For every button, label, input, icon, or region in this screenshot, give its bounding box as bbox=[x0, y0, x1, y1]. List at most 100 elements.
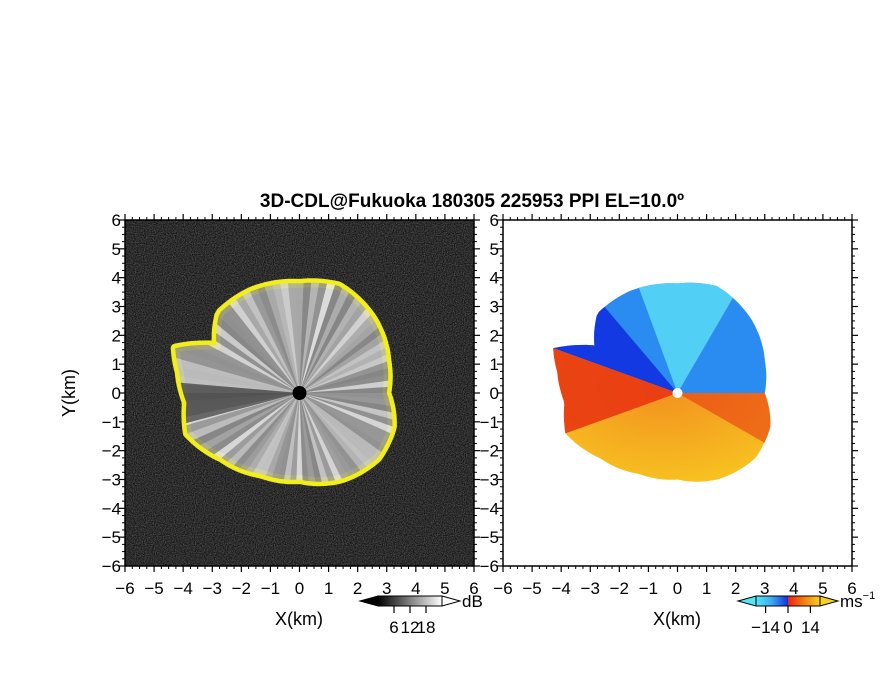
echo-ray bbox=[227, 393, 300, 466]
echo-ray bbox=[299, 393, 392, 413]
reflectivity-y-tick-label: 4 bbox=[112, 269, 121, 288]
velocity-colorbar-unit-exponent: −1 bbox=[863, 590, 876, 602]
echo-ray bbox=[246, 393, 300, 473]
echo-ray bbox=[287, 283, 300, 393]
reflectivity-x-tick-label: −4 bbox=[173, 579, 192, 598]
echo-ray bbox=[299, 393, 393, 427]
velocity-y-tick-label: 1 bbox=[490, 355, 499, 374]
echo-ray bbox=[299, 393, 322, 482]
reflectivity-x-tick-label: 5 bbox=[440, 579, 449, 598]
echo-ray bbox=[299, 292, 355, 393]
echo-ray bbox=[216, 333, 300, 393]
echo-ray bbox=[253, 393, 300, 474]
echo-ray bbox=[299, 393, 388, 446]
echo-ray bbox=[299, 393, 393, 420]
echo-ray bbox=[284, 393, 300, 480]
echo-ray bbox=[265, 393, 300, 478]
echo-ray bbox=[187, 393, 300, 440]
echo-ray bbox=[299, 334, 384, 393]
reflectivity-colorbar-tick-label: 18 bbox=[417, 618, 436, 637]
velocity-panel: −6 −5 −4 −3 −2 −1 0 1 2 3 4 5 6 6 5 4 3 2 1 0 −1 −2 −3 −4 −5 −6 X… bbox=[480, 211, 858, 629]
radar-site-gap bbox=[672, 388, 683, 398]
velocity-x-tick-label: −5 bbox=[522, 579, 541, 598]
reflectivity-colorbar-right-arrow bbox=[441, 595, 462, 607]
velocity-north-edge bbox=[553, 306, 678, 393]
echo-ray bbox=[278, 393, 300, 480]
echo-ray bbox=[299, 386, 388, 393]
echo-ray bbox=[299, 393, 385, 452]
velocity-x-tick-label: 4 bbox=[789, 579, 798, 598]
reflectivity-x-tick-label: −5 bbox=[144, 579, 163, 598]
echo-ray bbox=[299, 393, 389, 400]
echo-ray bbox=[176, 358, 300, 393]
velocity-y-tick-label: −2 bbox=[480, 442, 499, 461]
velocity-y-tick-label: 4 bbox=[490, 269, 499, 288]
echo-ray bbox=[299, 393, 316, 482]
echo-ray bbox=[299, 393, 391, 406]
velocity-x-tick-label: 6 bbox=[847, 579, 856, 598]
echo-ray bbox=[299, 393, 391, 440]
reflectivity-x-tick-label: 6 bbox=[469, 579, 478, 598]
velocity-y-tick-label: −5 bbox=[480, 528, 499, 547]
echo-ray bbox=[242, 291, 300, 393]
dark-streak bbox=[180, 382, 300, 424]
velocity-colorbar-unit: ms−1 bbox=[840, 590, 875, 611]
echo-ray bbox=[264, 285, 300, 393]
echo-ray bbox=[216, 324, 300, 393]
velocity-colorbar-tick-label: 14 bbox=[801, 618, 820, 637]
velocity-y-tick-label: −3 bbox=[480, 471, 499, 490]
radar-site-marker bbox=[292, 386, 307, 400]
reflectivity-x-tick-label: 1 bbox=[324, 579, 333, 598]
reflectivity-y-tick-label: 0 bbox=[112, 384, 121, 403]
velocity-colorbar-right-arrow bbox=[819, 595, 840, 607]
echo-ray bbox=[299, 393, 393, 434]
reflectivity-y-tick-label: 5 bbox=[112, 240, 121, 259]
velocity-colorbar-unit-base: ms bbox=[840, 592, 863, 611]
echo-ray bbox=[299, 348, 387, 393]
echo-ray bbox=[280, 283, 300, 393]
echo-ray bbox=[299, 297, 361, 393]
reflectivity-x-tick-label: −2 bbox=[232, 579, 251, 598]
reflectivity-y-tick-label: −6 bbox=[102, 557, 121, 576]
velocity-x-tick-label: 1 bbox=[702, 579, 711, 598]
reflectivity-colorbar-tick-label: 12 bbox=[401, 618, 420, 637]
velocity-x-tick-label: 3 bbox=[760, 579, 769, 598]
echo-ray bbox=[299, 327, 381, 393]
velocity-y-tick-label: −1 bbox=[480, 413, 499, 432]
reflectivity-y-tick-label: −1 bbox=[102, 413, 121, 432]
echo-ray bbox=[299, 393, 336, 482]
reflectivity-y-tick-label: 3 bbox=[112, 298, 121, 317]
echo-ray bbox=[185, 393, 300, 426]
chart-title: 3D-CDL@Fukuoka 180305 225953 PPI EL=10.0… bbox=[260, 191, 684, 212]
echo-ray bbox=[299, 393, 373, 467]
echo-ray bbox=[175, 345, 300, 393]
reflectivity-y-tick-label: 6 bbox=[112, 211, 121, 230]
echo-ray bbox=[259, 393, 300, 476]
echo-ray bbox=[299, 354, 387, 393]
velocity-y-tick-label: 6 bbox=[490, 211, 499, 230]
velocity-colorbar-left-arrow bbox=[736, 595, 757, 607]
reflectivity-x-tick-label: −1 bbox=[261, 579, 280, 598]
echo-ray bbox=[272, 284, 300, 393]
echo-ray bbox=[299, 393, 355, 477]
velocity-x-tick-label: 0 bbox=[673, 579, 682, 598]
velocity-y-tick-label: 3 bbox=[490, 298, 499, 317]
echo-ray bbox=[178, 367, 300, 393]
velocity-colorbar-tick-label: −14 bbox=[751, 618, 780, 637]
echo-ray bbox=[299, 393, 382, 458]
echo-ray bbox=[218, 309, 300, 393]
reflectivity-y-tick-label: −4 bbox=[102, 499, 121, 518]
reflectivity-y-tick-label: −5 bbox=[102, 528, 121, 547]
velocity-y-tick-label: 0 bbox=[490, 384, 499, 403]
echo-ray bbox=[200, 393, 300, 451]
velocity-x-tick-label: −1 bbox=[639, 579, 658, 598]
echo-ray bbox=[299, 321, 378, 393]
echo-ray bbox=[233, 393, 300, 469]
velocity-x-tick-label: −4 bbox=[551, 579, 570, 598]
echo-ray bbox=[299, 393, 378, 463]
reflectivity-y-axis-label: Y(km) bbox=[59, 369, 79, 417]
echo-ray bbox=[271, 393, 300, 479]
echo-ray bbox=[295, 283, 304, 393]
reflectivity-x-tick-label: 0 bbox=[295, 579, 304, 598]
